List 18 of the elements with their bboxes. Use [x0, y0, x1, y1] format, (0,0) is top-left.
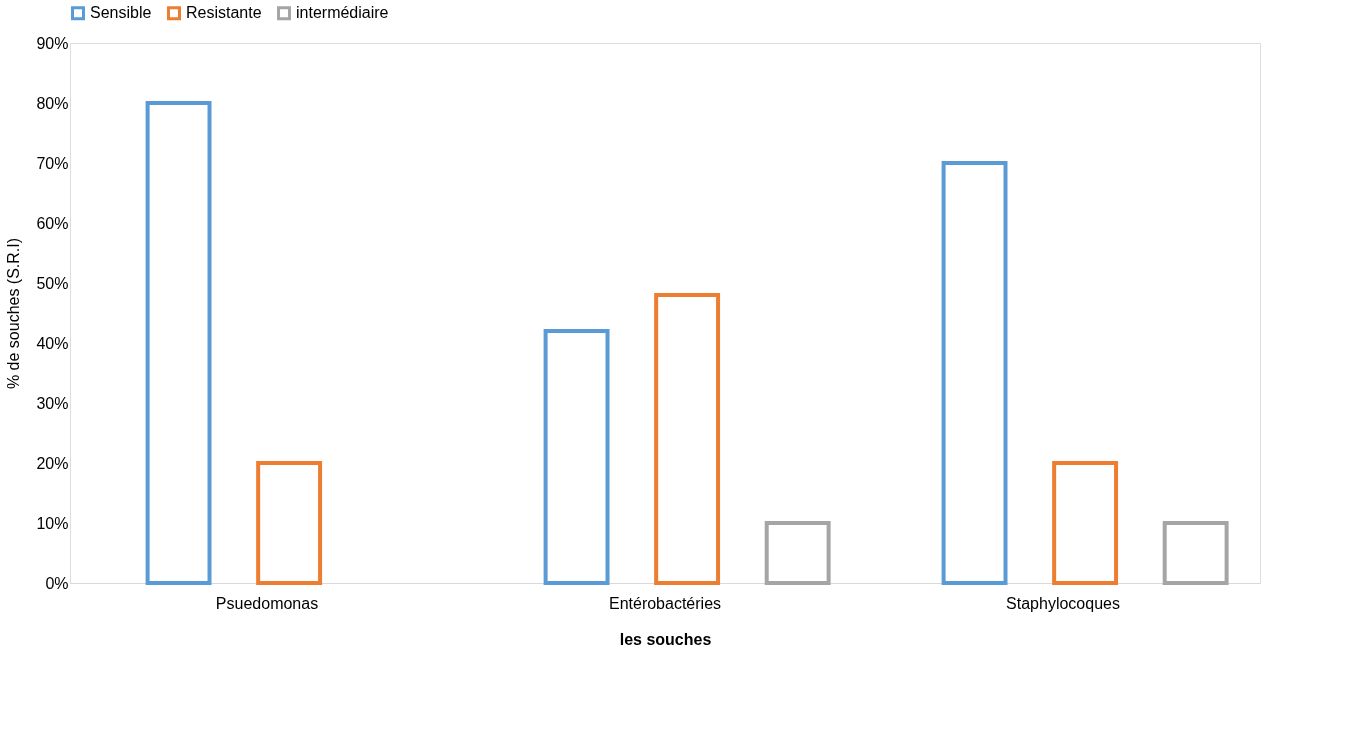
y-axis-title: % de souches (S.R.I): [5, 237, 23, 390]
y-tick-label: 80%: [36, 94, 69, 112]
legend-label: Sensible: [90, 4, 152, 22]
y-tick-label: 40%: [36, 334, 69, 352]
x-tick-label: Psuedomonas: [215, 594, 319, 612]
y-tick-label: 10%: [36, 514, 69, 532]
x-tick-label: Entérobactéries: [608, 594, 722, 612]
y-tick-label: 70%: [36, 154, 69, 172]
x-axis-title: les souches: [619, 630, 712, 648]
legend-label: Resistante: [186, 4, 262, 22]
x-tick-label: Staphylocoques: [1006, 594, 1120, 612]
y-tick-label: 30%: [36, 394, 69, 412]
y-tick-label: 90%: [36, 34, 69, 52]
legend-label: intermédiaire: [296, 4, 389, 22]
y-tick-label: 50%: [36, 274, 69, 292]
y-tick-label: 60%: [36, 214, 69, 232]
y-tick-label: 20%: [36, 454, 69, 472]
y-tick-label: 0%: [45, 574, 69, 592]
